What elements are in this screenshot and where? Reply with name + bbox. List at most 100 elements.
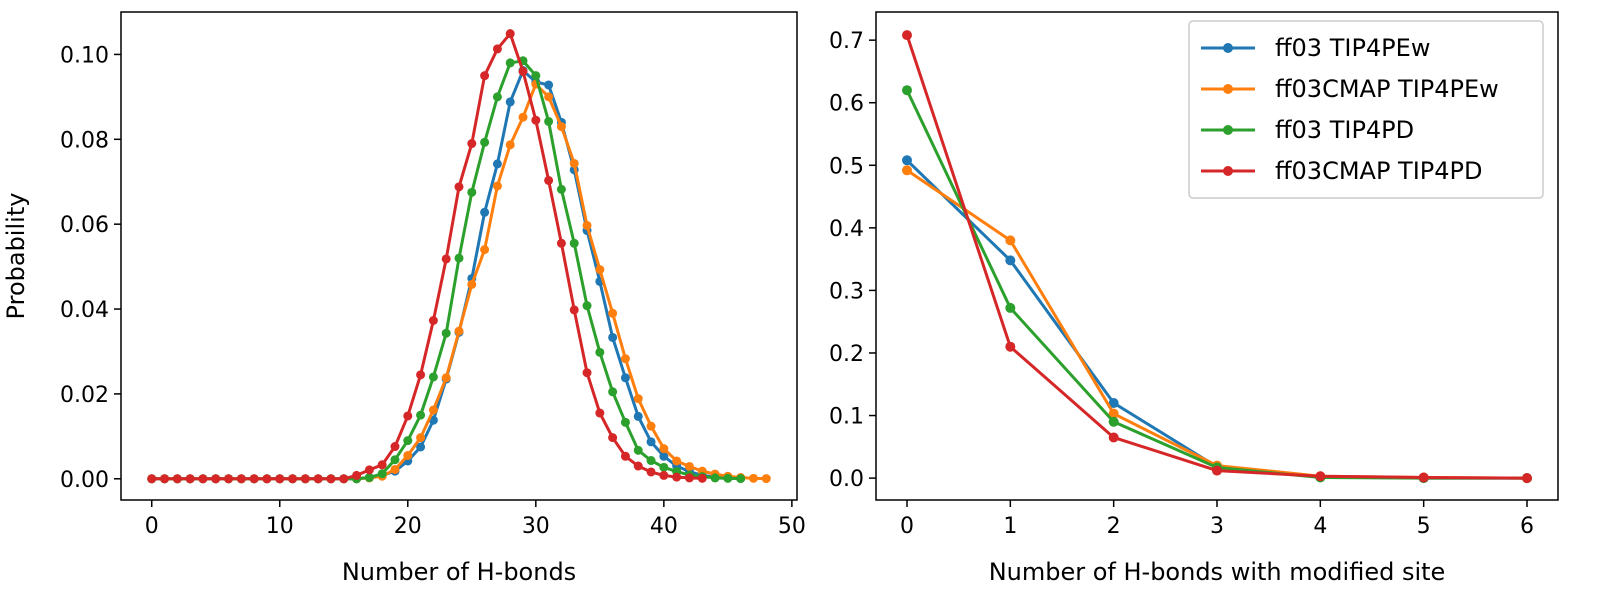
x-tick-label: 20 xyxy=(394,514,422,539)
data-point xyxy=(160,474,170,484)
data-point xyxy=(403,450,413,460)
data-point xyxy=(492,181,502,191)
data-point xyxy=(633,461,643,471)
legend-entry: ff03 TIP4PD xyxy=(1275,116,1414,144)
x-tick-label: 3 xyxy=(1210,514,1224,539)
data-point xyxy=(582,301,592,311)
legend-marker xyxy=(1223,125,1233,135)
data-point xyxy=(902,165,912,176)
data-point xyxy=(467,187,477,197)
data-point xyxy=(544,175,554,185)
data-point xyxy=(723,473,733,483)
data-point xyxy=(275,474,285,484)
data-point xyxy=(1522,473,1532,484)
data-point xyxy=(249,474,259,484)
data-point xyxy=(531,115,541,125)
data-point xyxy=(492,44,502,54)
x-tick-label: 1 xyxy=(1003,514,1017,539)
data-point xyxy=(608,433,618,443)
data-point xyxy=(902,30,912,41)
data-point xyxy=(480,207,490,217)
y-tick-label: 0.06 xyxy=(60,213,109,238)
data-point xyxy=(582,220,592,230)
data-point xyxy=(633,411,643,421)
data-point xyxy=(390,455,400,465)
data-point xyxy=(684,473,694,483)
data-point xyxy=(211,474,221,484)
data-point xyxy=(505,29,515,39)
data-point xyxy=(390,442,400,452)
data-point xyxy=(620,417,630,427)
x-tick-label: 50 xyxy=(778,514,806,539)
x-tick-label: 40 xyxy=(650,514,678,539)
data-point xyxy=(659,444,669,454)
data-point xyxy=(377,469,387,479)
x-tick-label: 5 xyxy=(1417,514,1431,539)
x-tick-label: 4 xyxy=(1313,514,1327,539)
y-tick-label: 0.3 xyxy=(829,279,864,304)
x-tick-label: 2 xyxy=(1107,514,1121,539)
data-point xyxy=(1418,472,1429,483)
data-point xyxy=(544,92,554,102)
data-point xyxy=(198,474,208,484)
data-point xyxy=(480,137,490,147)
data-point xyxy=(659,451,669,461)
legend-marker xyxy=(1223,43,1233,53)
data-point xyxy=(441,254,451,264)
y-tick-label: 0.7 xyxy=(829,29,864,54)
legend-box xyxy=(1188,20,1544,199)
data-point xyxy=(556,122,566,132)
data-point xyxy=(364,473,374,483)
data-point xyxy=(556,184,566,194)
data-point xyxy=(416,370,426,380)
data-point xyxy=(326,474,336,484)
data-point xyxy=(441,373,451,383)
data-point xyxy=(697,473,707,483)
data-point xyxy=(1108,408,1119,419)
data-point xyxy=(1212,465,1222,476)
data-point xyxy=(902,85,912,96)
y-tick-label: 0.00 xyxy=(60,468,109,493)
data-point xyxy=(659,470,669,480)
data-point xyxy=(672,472,682,482)
data-point xyxy=(339,474,349,484)
y-tick-label: 0.6 xyxy=(829,92,864,117)
data-point xyxy=(454,326,464,336)
data-point xyxy=(390,464,400,474)
y-tick-label: 0.5 xyxy=(829,154,864,179)
data-point xyxy=(416,442,426,452)
data-point xyxy=(403,436,413,446)
data-point xyxy=(684,461,694,471)
data-point xyxy=(364,465,374,475)
data-point xyxy=(147,474,157,484)
data-point xyxy=(454,253,464,263)
data-point xyxy=(300,474,310,484)
data-point xyxy=(224,474,234,484)
data-point xyxy=(1005,255,1016,266)
data-point xyxy=(480,71,490,81)
x-tick-label: 10 xyxy=(266,514,294,539)
data-point xyxy=(659,462,669,472)
data-point xyxy=(454,182,464,192)
legend-entry: ff03CMAP TIP4PD xyxy=(1275,157,1483,185)
data-point xyxy=(620,354,630,364)
data-point xyxy=(352,470,362,480)
data-point xyxy=(569,238,579,248)
x-tick-label: 0 xyxy=(145,514,159,539)
data-point xyxy=(1005,235,1016,246)
x-tick-label: 6 xyxy=(1520,514,1534,539)
data-point xyxy=(480,245,490,255)
legend-entry: ff03 TIP4PEw xyxy=(1275,34,1430,62)
data-point xyxy=(633,445,643,455)
data-point xyxy=(518,66,528,76)
right-chart-panel: 0 1 2 3 4 5 6 0.0 0.1 0.2 0.3 0.4 0.5 0.6 0.7 Number of… xyxy=(829,11,1559,586)
legend-entry: ff03CMAP TIP4PEw xyxy=(1275,75,1499,103)
legend: ff03 TIP4PEw ff03CMAP TIP4PEw ff03 TIP4PD f… xyxy=(1188,20,1544,199)
data-point xyxy=(595,408,605,418)
data-point xyxy=(608,387,618,397)
data-point xyxy=(1108,416,1119,427)
data-point xyxy=(377,460,387,470)
data-point xyxy=(710,473,720,483)
data-point xyxy=(608,332,618,342)
series-line-0 xyxy=(150,69,743,481)
